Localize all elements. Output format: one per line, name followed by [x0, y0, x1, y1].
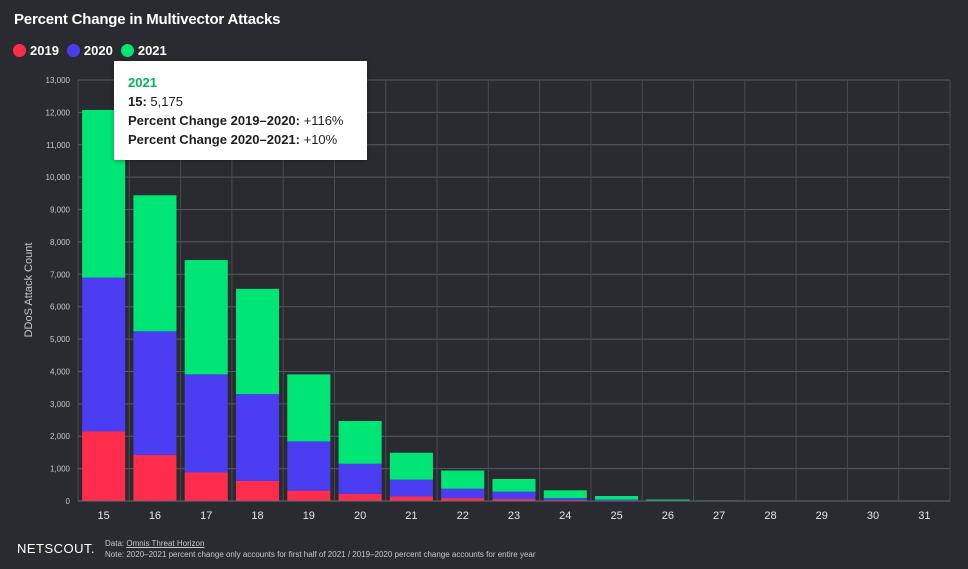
- y-tick-label: 6,000: [50, 303, 71, 312]
- legend-label-2020: 2020: [83, 43, 113, 58]
- bar-2021-21[interactable]: [389, 452, 433, 480]
- y-tick-label: 3,000: [50, 400, 71, 409]
- x-tick-label: 29: [816, 510, 828, 522]
- bar-2019-19[interactable]: [287, 490, 331, 501]
- data-source-link[interactable]: Omnis Threat Horizon: [126, 539, 205, 548]
- y-tick-label: 2,000: [50, 432, 71, 441]
- tooltip-category-label: 15:: [128, 94, 147, 109]
- x-tick-label: 16: [149, 510, 161, 522]
- x-tick-label: 31: [918, 510, 930, 522]
- bar-2020-23[interactable]: [492, 491, 536, 500]
- legend-label-2021: 2021: [137, 43, 167, 58]
- data-source-line: Data: Omnis Threat Horizon: [105, 538, 536, 549]
- x-tick-label: 23: [508, 510, 520, 522]
- bar-2020-22[interactable]: [441, 488, 485, 499]
- y-tick-label: 10,000: [46, 173, 71, 182]
- bar-2021-16[interactable]: [133, 195, 177, 332]
- y-tick-label: 1,000: [50, 465, 71, 474]
- bar-2021-26[interactable]: [646, 499, 690, 501]
- tooltip: 2021 15: 5,175 Percent Change 2019–2020:…: [114, 61, 367, 160]
- bar-2020-16[interactable]: [133, 331, 177, 456]
- x-tick-label: 28: [764, 510, 776, 522]
- chart-title: Percent Change in Multivector Attacks: [14, 11, 281, 28]
- tooltip-change2-row: Percent Change 2020–2021: +10%: [128, 130, 353, 149]
- bar-2019-20[interactable]: [338, 493, 382, 501]
- y-axis-label: DDoS Attack Count: [23, 242, 35, 338]
- tooltip-change1-label: Percent Change 2019–2020:: [128, 113, 300, 128]
- legend-swatch-2019: [13, 44, 26, 57]
- bar-2020-25[interactable]: [595, 499, 639, 501]
- tooltip-series: 2021: [128, 75, 157, 90]
- bar-2019-21[interactable]: [389, 496, 433, 501]
- x-tick-label: 27: [713, 510, 725, 522]
- tooltip-category-row: 15: 5,175: [128, 92, 353, 111]
- x-tick-label: 26: [662, 510, 674, 522]
- bar-2021-25[interactable]: [595, 495, 639, 500]
- y-tick-label: 13,000: [46, 76, 71, 85]
- y-tick-label: 9,000: [50, 206, 71, 215]
- bar-2021-24[interactable]: [543, 490, 587, 499]
- y-tick-label: 8,000: [50, 238, 71, 247]
- netscout-logo: NETSCOUT.: [17, 541, 96, 556]
- x-tick-label: 22: [457, 510, 469, 522]
- bar-2019-16[interactable]: [133, 455, 177, 501]
- bar-2019-15[interactable]: [82, 431, 126, 501]
- bar-2021-23[interactable]: [492, 478, 536, 492]
- bar-2020-20[interactable]: [338, 463, 382, 494]
- tooltip-change1-row: Percent Change 2019–2020: +116%: [128, 111, 353, 130]
- bar-2019-23[interactable]: [492, 499, 536, 501]
- bar-2021-22[interactable]: [441, 470, 485, 489]
- y-tick-label: 0: [66, 497, 71, 506]
- bar-2019-18[interactable]: [235, 480, 280, 501]
- y-tick-label: 12,000: [46, 108, 71, 117]
- bar-2021-18[interactable]: [235, 288, 280, 395]
- x-tick-label: 30: [867, 510, 879, 522]
- x-tick-label: 25: [610, 510, 622, 522]
- bar-2020-18[interactable]: [235, 394, 280, 481]
- bar-2020-19[interactable]: [287, 441, 331, 491]
- legend-swatch-2021: [120, 44, 134, 57]
- legend-label-2019: 2019: [30, 43, 59, 58]
- x-tick-label: 21: [405, 510, 417, 522]
- bar-chart: 0 1,000 2,000 3,000 4,000 5,000 6,000 7,000 8,00…: [46, 76, 951, 522]
- tooltip-change2-label: Percent Change 2020–2021:: [128, 132, 300, 147]
- legend-item-2020[interactable]: 2020: [66, 43, 113, 58]
- legend: 2019 2020 2021: [13, 43, 167, 58]
- bar-2021-19[interactable]: [287, 374, 331, 442]
- bar-2021-20[interactable]: [338, 421, 382, 464]
- x-tick-label: 15: [98, 510, 110, 522]
- x-tick-label: 17: [200, 510, 212, 522]
- bar-2020-24[interactable]: [543, 498, 587, 501]
- legend-swatch-2020: [66, 44, 80, 57]
- bar-2019-22[interactable]: [441, 498, 485, 501]
- tooltip-category-value: 5,175: [150, 94, 183, 109]
- x-tick-label: 19: [303, 510, 315, 522]
- tooltip-change2-value: +10%: [303, 132, 338, 147]
- bar-2019-17[interactable]: [184, 472, 228, 501]
- x-tick-label: 18: [251, 510, 263, 522]
- y-tick-label: 4,000: [50, 367, 71, 376]
- bar-2020-17[interactable]: [184, 374, 228, 473]
- footer-notes: Data: Omnis Threat Horizon Note: 2020–20…: [105, 538, 536, 560]
- bar-2020-15[interactable]: [82, 277, 126, 432]
- footer-note: Note: 2020–2021 percent change only acco…: [105, 550, 536, 559]
- y-tick-label: 11,000: [46, 141, 70, 150]
- x-tick-label: 20: [354, 510, 366, 522]
- y-tick-label: 5,000: [50, 335, 71, 344]
- bar-2021-17[interactable]: [184, 260, 228, 375]
- legend-item-2019[interactable]: 2019: [13, 43, 59, 58]
- bar-2020-21[interactable]: [389, 479, 433, 497]
- y-tick-label: 7,000: [50, 270, 71, 279]
- legend-item-2021[interactable]: 2021: [120, 43, 167, 58]
- x-tick-label: 24: [559, 510, 571, 522]
- tooltip-change1-value: +116%: [303, 113, 344, 128]
- data-prefix: Data:: [105, 539, 127, 548]
